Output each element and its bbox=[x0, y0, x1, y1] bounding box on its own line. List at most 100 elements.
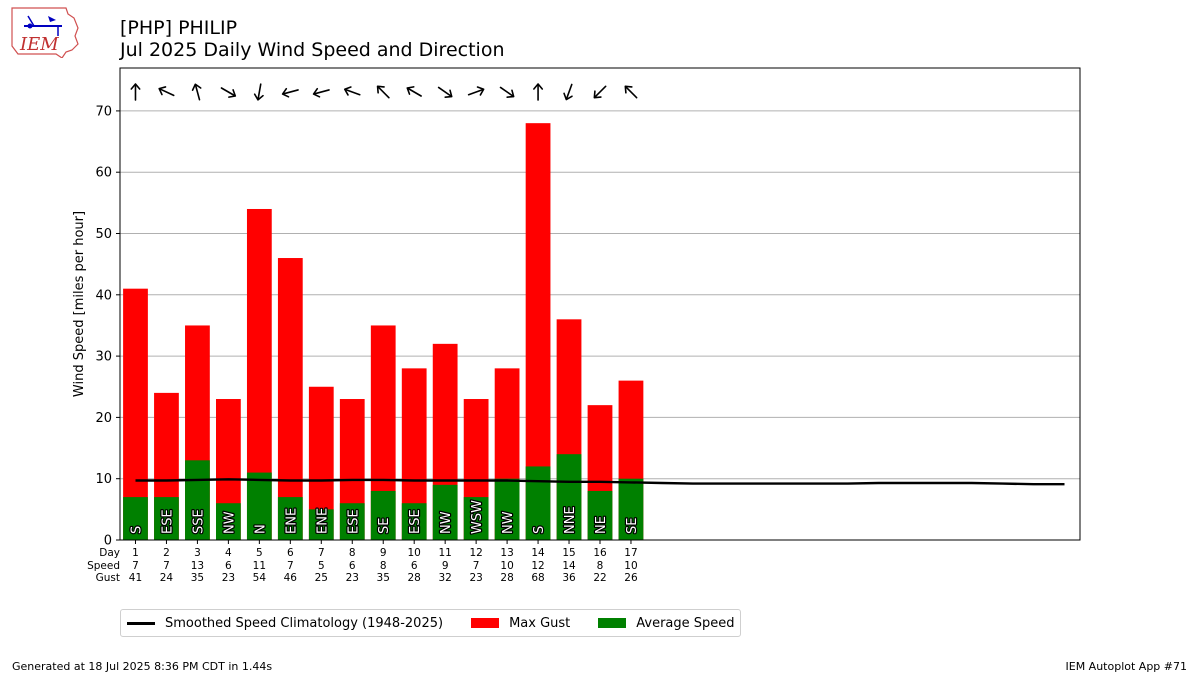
arrow-head bbox=[312, 87, 321, 98]
wind-arrow bbox=[563, 83, 573, 101]
gust-value: 24 bbox=[160, 572, 174, 584]
legend: Smoothed Speed Climatology (1948-2025) M… bbox=[120, 609, 741, 637]
gust-value: 35 bbox=[377, 572, 390, 584]
wind-arrow bbox=[624, 85, 638, 99]
direction-arrows bbox=[130, 83, 638, 101]
average-bar bbox=[154, 497, 179, 540]
arrow-head bbox=[130, 83, 141, 90]
arrow-head bbox=[376, 85, 385, 94]
average-bar bbox=[494, 478, 520, 540]
day-value: 13 bbox=[500, 547, 513, 559]
wind-arrow bbox=[220, 87, 237, 98]
wind-arrow bbox=[593, 85, 607, 99]
average-bar bbox=[216, 503, 241, 540]
day-value: 1 bbox=[132, 547, 139, 559]
y-tick-label: 50 bbox=[95, 227, 112, 242]
wind-arrow bbox=[253, 83, 264, 101]
gust-value: 25 bbox=[315, 572, 328, 584]
day-value: 3 bbox=[194, 547, 201, 559]
direction-label: SE bbox=[377, 518, 392, 534]
average-bar bbox=[618, 478, 644, 540]
speed-value: 7 bbox=[287, 560, 294, 572]
day-value: 11 bbox=[438, 547, 451, 559]
arrow-shaft bbox=[220, 87, 236, 97]
average-bar bbox=[308, 509, 334, 540]
speed-value: 10 bbox=[624, 560, 637, 572]
speed-value: 7 bbox=[163, 560, 170, 572]
arrow-head bbox=[343, 86, 352, 96]
speed-value: 7 bbox=[132, 560, 139, 572]
direction-label: SE bbox=[625, 518, 640, 534]
chart-subtitle: Jul 2025 Daily Wind Speed and Direction bbox=[120, 39, 505, 61]
average-bar bbox=[556, 454, 582, 540]
table-row-label: Gust bbox=[96, 572, 120, 584]
climatology-line bbox=[135, 478, 1065, 486]
day-value: 15 bbox=[562, 547, 575, 559]
y-axis-label: Wind Speed [miles per hour] bbox=[72, 211, 87, 397]
arrow-head bbox=[444, 89, 453, 98]
speed-value: 9 bbox=[442, 560, 449, 572]
day-value: 4 bbox=[225, 547, 232, 559]
generated-timestamp: Generated at 18 Jul 2025 8:36 PM CDT in … bbox=[12, 660, 273, 673]
table-row-label: Speed bbox=[87, 560, 120, 572]
gust-value: 41 bbox=[129, 572, 142, 584]
day-value: 12 bbox=[469, 547, 482, 559]
gust-value: 35 bbox=[191, 572, 204, 584]
day-value: 2 bbox=[163, 547, 170, 559]
direction-label: SSE bbox=[191, 509, 206, 534]
wind-arrow bbox=[533, 83, 544, 101]
y-tick-label: 0 bbox=[104, 534, 112, 549]
gust-value: 23 bbox=[222, 572, 235, 584]
average-bar bbox=[339, 503, 365, 540]
arrow-shaft bbox=[499, 86, 514, 97]
average-bar bbox=[277, 497, 303, 540]
direction-label: NW bbox=[501, 511, 516, 534]
speed-value: 8 bbox=[597, 560, 604, 572]
day-value: 14 bbox=[531, 547, 545, 559]
direction-label: NW bbox=[439, 511, 454, 534]
average-bar bbox=[123, 497, 148, 540]
speed-value: 8 bbox=[380, 560, 387, 572]
gust-value: 32 bbox=[438, 572, 451, 584]
arrow-head bbox=[506, 89, 515, 98]
arrow-shaft bbox=[194, 84, 201, 101]
arrow-shaft bbox=[594, 85, 607, 98]
gust-value: 26 bbox=[624, 572, 638, 584]
arrow-head bbox=[593, 90, 602, 99]
direction-label: S bbox=[129, 526, 144, 534]
arrow-shaft bbox=[159, 88, 175, 97]
legend-swatch-gust bbox=[471, 618, 500, 628]
legend-item-average: Average Speed bbox=[598, 616, 735, 631]
arrow-shaft bbox=[377, 86, 390, 99]
arrow-head bbox=[191, 83, 202, 91]
gust-value: 28 bbox=[408, 572, 421, 584]
speed-value: 6 bbox=[411, 560, 418, 572]
wind-arrow bbox=[158, 86, 175, 97]
direction-label: NE bbox=[594, 516, 609, 534]
arrow-shaft bbox=[437, 86, 452, 97]
day-value: 17 bbox=[624, 547, 637, 559]
app-credit: IEM Autoplot App #71 bbox=[1065, 660, 1188, 673]
gust-value: 23 bbox=[469, 572, 482, 584]
direction-label: ENE bbox=[284, 508, 299, 534]
direction-label: WSW bbox=[470, 500, 485, 534]
average-bar bbox=[587, 490, 613, 540]
speed-value: 14 bbox=[562, 560, 576, 572]
wind-arrow bbox=[191, 83, 202, 101]
gust-value: 23 bbox=[346, 572, 359, 584]
y-tick-label: 70 bbox=[95, 104, 112, 119]
legend-swatch-climatology bbox=[127, 621, 155, 625]
wind-arrow bbox=[499, 86, 515, 98]
wind-arrow bbox=[343, 86, 361, 96]
arrow-shaft bbox=[565, 83, 573, 100]
bars bbox=[123, 123, 644, 541]
arrow-head bbox=[253, 93, 264, 101]
direction-label: ESE bbox=[346, 509, 361, 534]
arrow-head bbox=[533, 83, 544, 90]
arrow-shaft bbox=[407, 87, 422, 97]
direction-label: NNE bbox=[563, 506, 578, 534]
average-bar bbox=[525, 466, 551, 540]
arrow-shaft bbox=[282, 89, 299, 95]
speed-value: 5 bbox=[318, 560, 325, 572]
arrow-head bbox=[624, 85, 633, 94]
